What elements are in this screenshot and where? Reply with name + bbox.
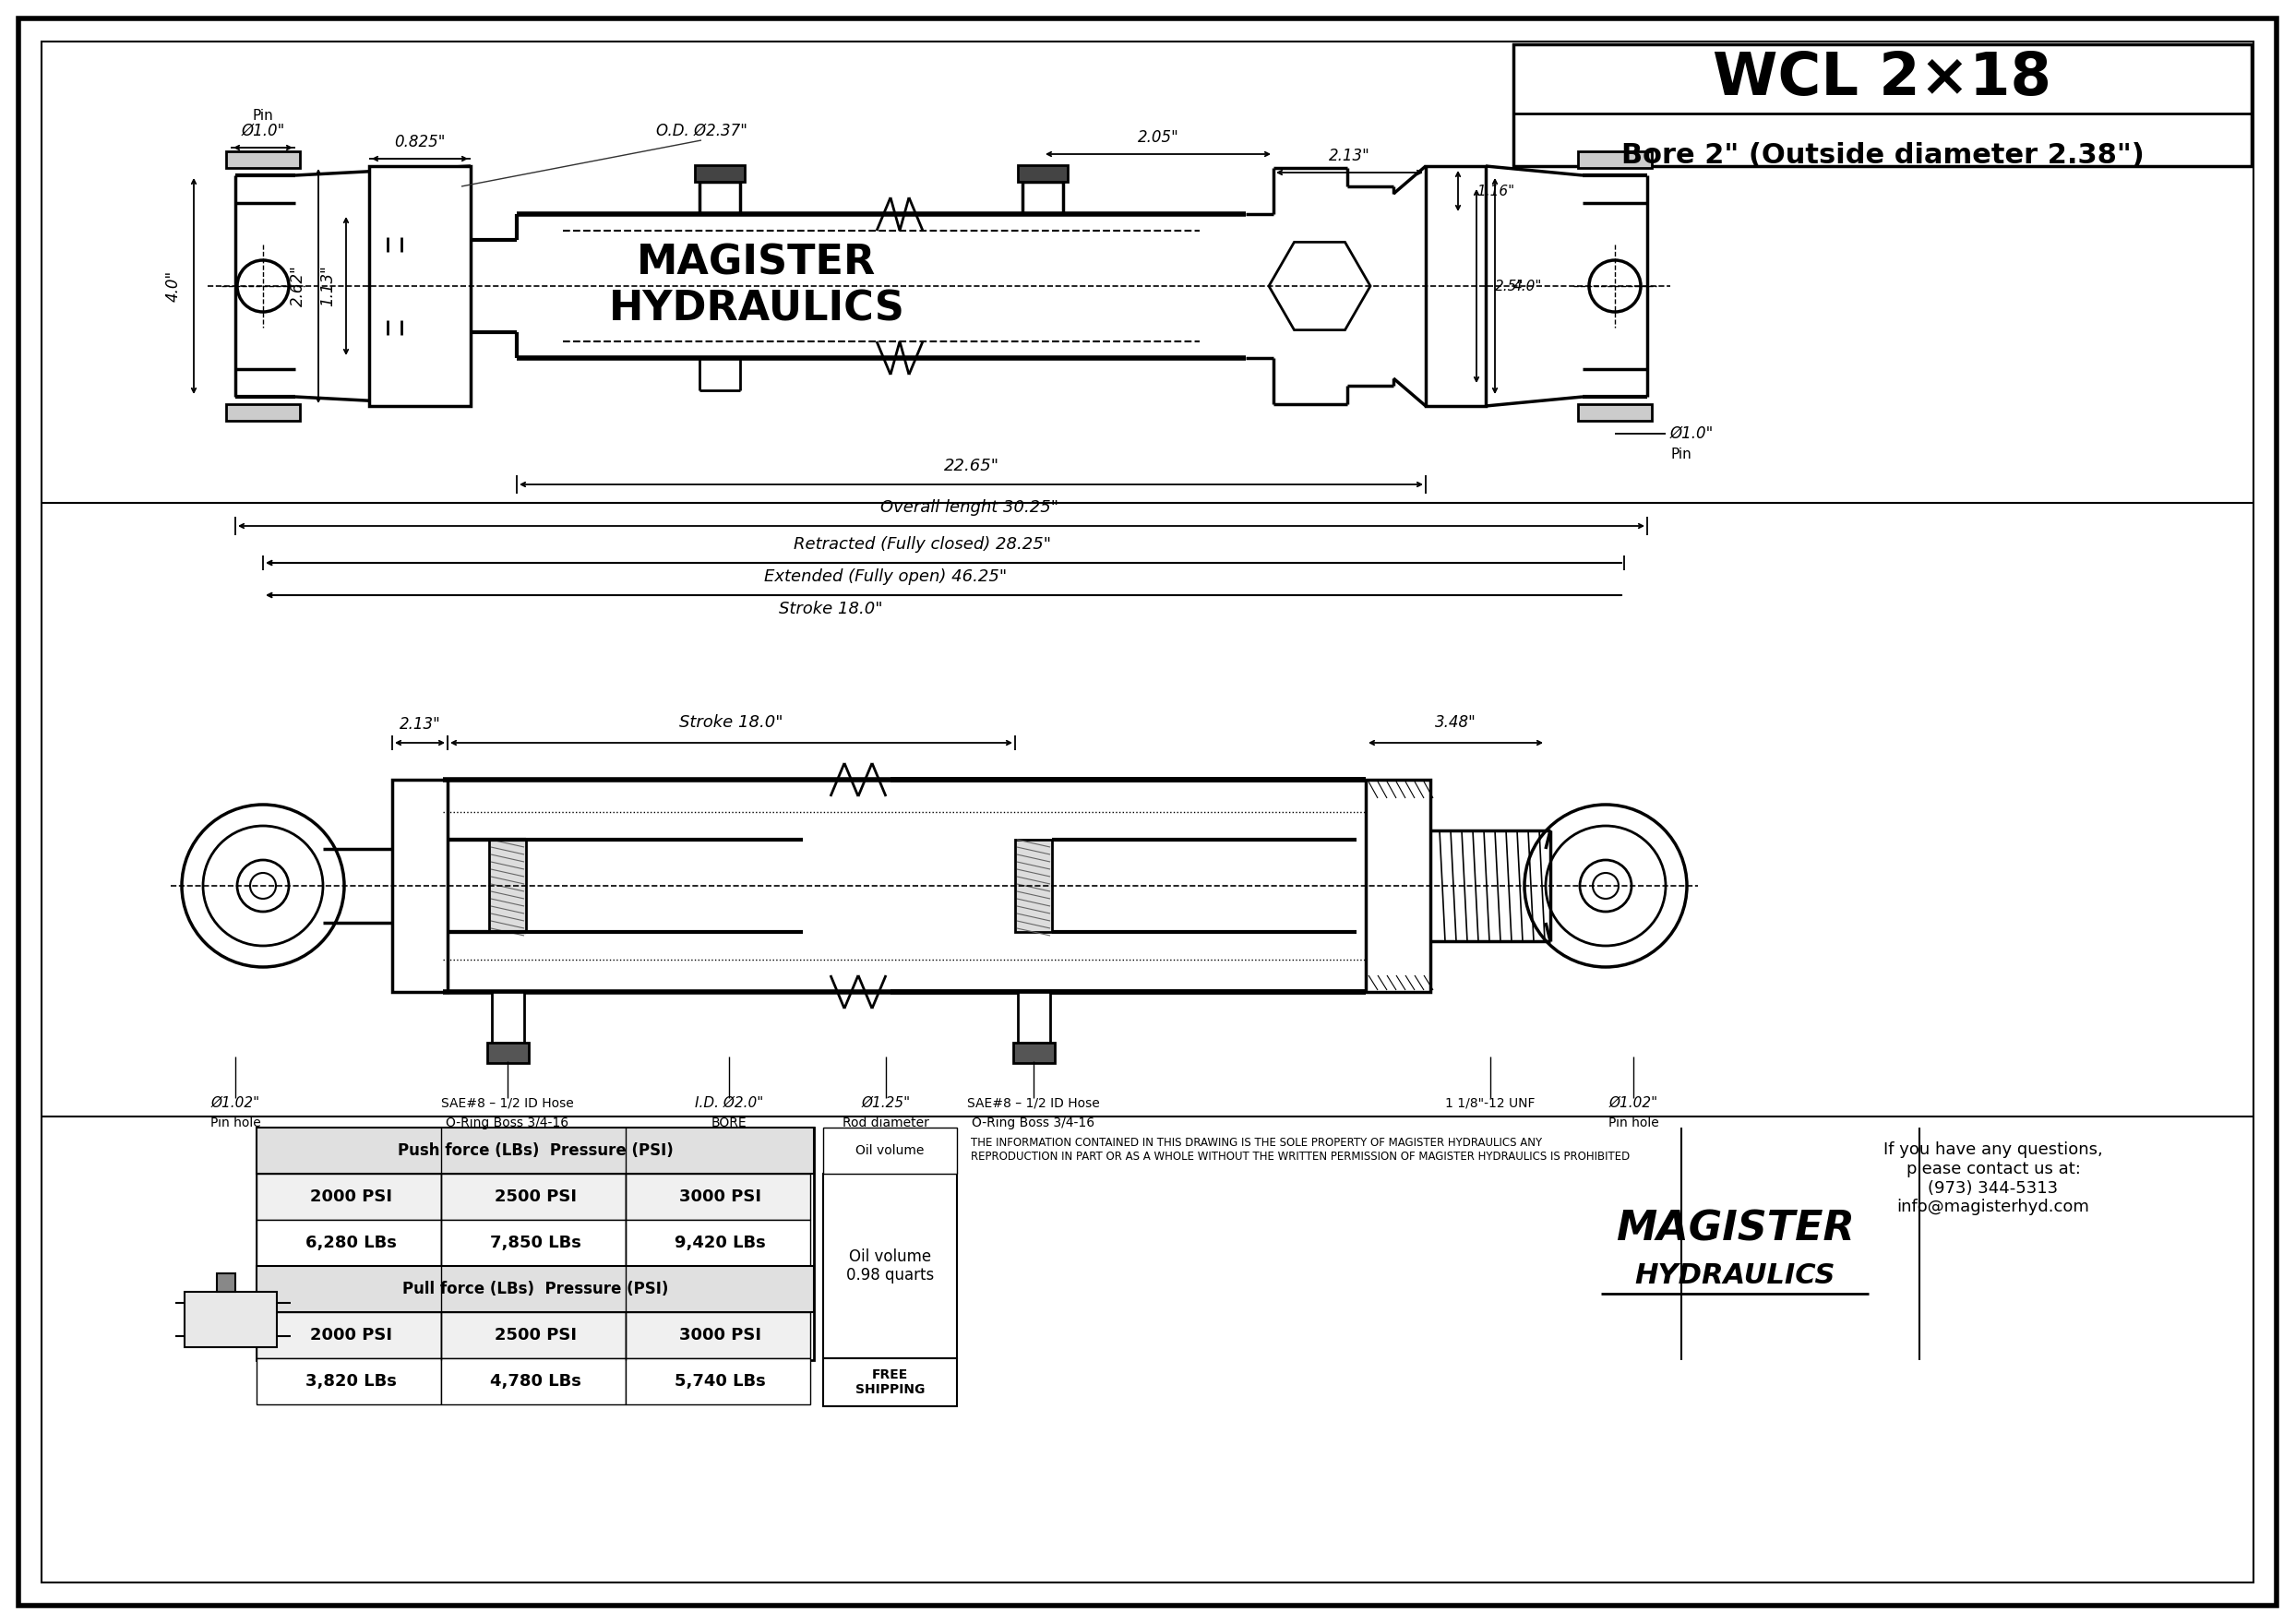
Text: Pin: Pin <box>252 109 273 122</box>
Text: Oil volume: Oil volume <box>856 1145 925 1156</box>
Text: O.D. Ø2.37": O.D. Ø2.37" <box>656 123 746 140</box>
Bar <box>441 1220 627 1267</box>
Bar <box>627 1358 810 1405</box>
Bar <box>216 1273 236 1291</box>
Text: SAE#8 – 1/2 ID Hose: SAE#8 – 1/2 ID Hose <box>441 1096 574 1109</box>
Text: Pull force (LBs)  Pressure (PSI): Pull force (LBs) Pressure (PSI) <box>402 1281 668 1298</box>
Bar <box>184 1291 278 1348</box>
Bar <box>1366 780 1430 992</box>
Text: 3.48": 3.48" <box>1434 715 1476 731</box>
Text: FREE
SHIPPING: FREE SHIPPING <box>856 1369 925 1397</box>
Text: 4.0": 4.0" <box>1512 279 1542 292</box>
Bar <box>257 1127 815 1361</box>
Bar <box>1425 166 1485 406</box>
Text: 6,280 LBs: 6,280 LBs <box>305 1234 397 1250</box>
Text: HYDRAULICS: HYDRAULICS <box>1634 1262 1836 1288</box>
Bar <box>227 404 301 421</box>
Text: Extended (Fully open) 46.25": Extended (Fully open) 46.25" <box>764 568 1008 585</box>
Bar <box>1579 151 1652 167</box>
Text: 2500 PSI: 2500 PSI <box>493 1189 576 1205</box>
Bar <box>491 992 523 1043</box>
Bar <box>1019 166 1067 182</box>
Text: 2.62": 2.62" <box>289 265 305 307</box>
Text: If you have any questions,
please contact us at:
(973) 344-5313
info@magisterhyd: If you have any questions, please contac… <box>1884 1142 2102 1216</box>
Bar <box>1512 44 2251 166</box>
Text: 2.13": 2.13" <box>1329 148 1370 164</box>
Text: 0.825": 0.825" <box>395 133 445 151</box>
Text: 1 1/8"-12 UNF: 1 1/8"-12 UNF <box>1446 1096 1535 1109</box>
Text: Ø1.02": Ø1.02" <box>211 1096 259 1109</box>
Text: 3000 PSI: 3000 PSI <box>679 1327 762 1343</box>
Text: Bore 2" (Outside diameter 2.38"): Bore 2" (Outside diameter 2.38") <box>1620 141 2144 169</box>
Bar <box>627 1220 810 1267</box>
Text: MAGISTER: MAGISTER <box>1616 1210 1854 1249</box>
Text: 3,820 LBs: 3,820 LBs <box>305 1372 397 1390</box>
Bar <box>824 1174 957 1358</box>
Text: SAE#8 – 1/2 ID Hose: SAE#8 – 1/2 ID Hose <box>966 1096 1099 1109</box>
Text: 4,780 LBs: 4,780 LBs <box>489 1372 581 1390</box>
Text: Overall lenght 30.25": Overall lenght 30.25" <box>879 499 1058 516</box>
Bar <box>1019 992 1051 1043</box>
Bar <box>627 1174 810 1220</box>
Bar <box>369 166 470 406</box>
Text: 2.05": 2.05" <box>1138 130 1180 146</box>
Bar <box>441 1174 627 1220</box>
Bar <box>227 151 301 167</box>
Text: 2500 PSI: 2500 PSI <box>493 1327 576 1343</box>
Bar <box>489 840 526 932</box>
Bar <box>627 1312 810 1358</box>
Text: 5,740 LBs: 5,740 LBs <box>675 1372 764 1390</box>
Text: 2000 PSI: 2000 PSI <box>310 1189 392 1205</box>
Bar <box>487 1043 528 1064</box>
Text: I.D. Ø2.0": I.D. Ø2.0" <box>695 1096 764 1109</box>
Bar <box>441 1312 627 1358</box>
Text: Ø1.0": Ø1.0" <box>241 123 285 140</box>
Bar <box>257 1174 441 1220</box>
Text: MAGISTER
HYDRAULICS: MAGISTER HYDRAULICS <box>608 244 904 330</box>
Text: WCL 2×18: WCL 2×18 <box>1712 50 2052 107</box>
Text: 2.5": 2.5" <box>1494 279 1524 292</box>
Text: O-Ring Boss 3/4-16: O-Ring Boss 3/4-16 <box>973 1117 1095 1129</box>
Bar <box>257 1220 441 1267</box>
Text: 7,850 LBs: 7,850 LBs <box>489 1234 581 1250</box>
Text: Rod diameter: Rod diameter <box>842 1117 929 1129</box>
Text: Pin hole: Pin hole <box>1609 1117 1659 1129</box>
Text: 2.13": 2.13" <box>399 716 441 732</box>
Text: 2000 PSI: 2000 PSI <box>310 1327 392 1343</box>
Bar <box>1014 840 1051 932</box>
Text: O-Ring Boss 3/4-16: O-Ring Boss 3/4-16 <box>445 1117 569 1129</box>
Bar <box>1579 404 1652 421</box>
Bar <box>257 1267 815 1312</box>
Bar <box>1012 1043 1056 1064</box>
Bar <box>257 1127 815 1174</box>
Bar <box>824 1358 957 1406</box>
Text: 4.0": 4.0" <box>165 270 181 302</box>
Text: 1.16": 1.16" <box>1476 184 1515 198</box>
Bar <box>257 1358 441 1405</box>
Bar <box>441 1358 627 1405</box>
Bar <box>824 1127 957 1174</box>
Text: Ø1.02": Ø1.02" <box>1609 1096 1657 1109</box>
Text: Pin hole: Pin hole <box>211 1117 262 1129</box>
Text: THE INFORMATION CONTAINED IN THIS DRAWING IS THE SOLE PROPERTY OF MAGISTER HYDRA: THE INFORMATION CONTAINED IN THIS DRAWIN… <box>971 1137 1629 1163</box>
Text: Ø1.25": Ø1.25" <box>861 1096 911 1109</box>
Text: Stroke 18.0": Stroke 18.0" <box>778 601 881 617</box>
Text: Stroke 18.0": Stroke 18.0" <box>679 715 783 731</box>
Text: Ø1.0": Ø1.0" <box>1671 425 1714 442</box>
Text: 3000 PSI: 3000 PSI <box>679 1189 762 1205</box>
Bar <box>392 780 448 992</box>
Text: BORE: BORE <box>711 1117 746 1129</box>
Text: 1.13": 1.13" <box>319 265 335 307</box>
Text: Pin: Pin <box>1671 447 1691 461</box>
Bar <box>257 1312 441 1358</box>
Text: 22.65": 22.65" <box>943 458 998 474</box>
Text: Push force (LBs)  Pressure (PSI): Push force (LBs) Pressure (PSI) <box>397 1142 672 1160</box>
Text: Retracted (Fully closed) 28.25": Retracted (Fully closed) 28.25" <box>794 536 1051 552</box>
Text: Oil volume
0.98 quarts: Oil volume 0.98 quarts <box>847 1249 934 1285</box>
Bar <box>695 166 744 182</box>
Text: 9,420 LBs: 9,420 LBs <box>675 1234 764 1250</box>
